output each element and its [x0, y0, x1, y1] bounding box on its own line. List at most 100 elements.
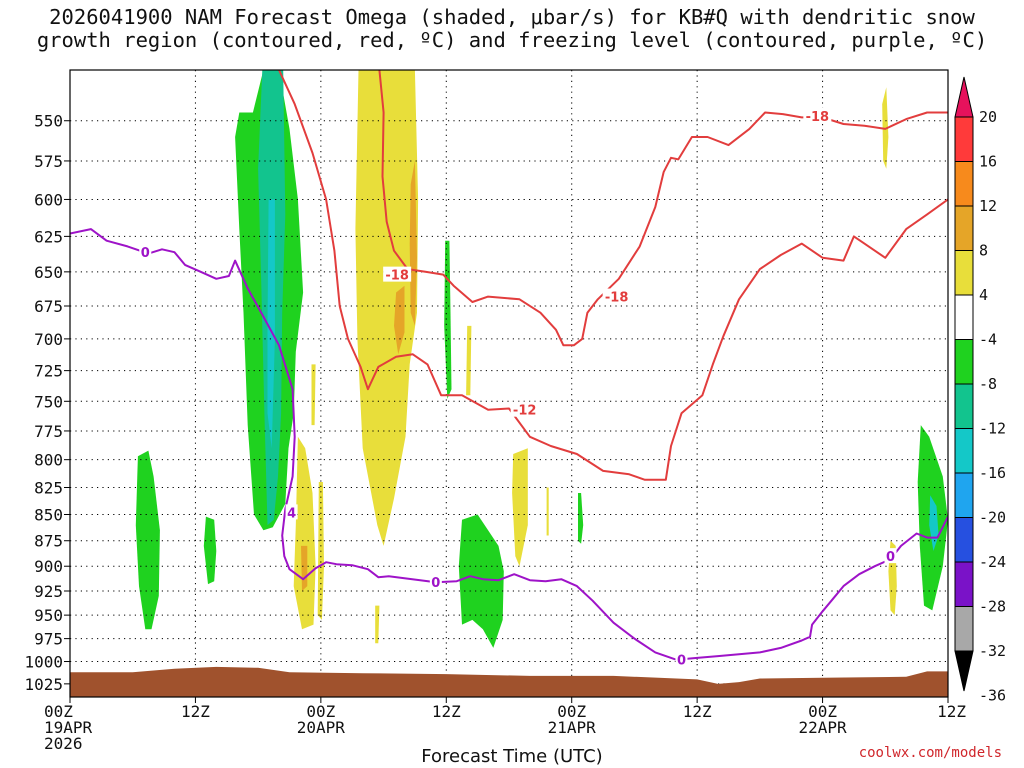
contour-label-bg-4: [383, 266, 412, 282]
y-tick-label-600: 600: [34, 190, 63, 209]
contour-line--18-0: [278, 70, 948, 481]
colorbar-segment-2: [954, 205, 974, 251]
colorbar-label-7: -12: [979, 420, 1006, 438]
colorbar-segment-3: [954, 250, 974, 296]
omega-region-6: [458, 514, 504, 648]
x-tick-label-12-0: 12Z: [181, 702, 210, 721]
contour-label-bg-8: [285, 504, 298, 520]
y-tick-label-625: 625: [34, 227, 63, 246]
colorbar-label-9: -20: [979, 509, 1006, 527]
x-tick-label-48-1: 21APR: [548, 718, 597, 737]
contour-label-5: -18: [605, 291, 629, 306]
x-tick-label-84-0: 12Z: [937, 702, 966, 721]
omega-region-7: [578, 493, 584, 544]
y-tick-label-725: 725: [34, 362, 63, 381]
y-tick-label-675: 675: [34, 297, 63, 316]
x-tick-label-0-0: 00Z: [44, 702, 73, 721]
contour-label-bg-7: [510, 401, 539, 417]
contour-label-bg-6: [803, 107, 832, 123]
y-tick-label-775: 775: [34, 422, 63, 441]
contour-label-1: 0: [431, 576, 440, 591]
title-line-1: 2026041900 NAM Forecast Omega (shaded, μ…: [49, 5, 975, 29]
grid-lines: [70, 70, 948, 697]
y-tick-label-650: 650: [34, 263, 63, 282]
omega-region-1: [203, 516, 217, 585]
y-tick-label-700: 700: [34, 330, 63, 349]
y-tick-label-550: 550: [34, 112, 63, 131]
x-tick-label-24-0: 00Z: [306, 702, 335, 721]
colorbar-segment-1: [954, 161, 974, 207]
credit-link[interactable]: coolwx.com/models: [858, 745, 1002, 761]
colorbar-label-4: 4: [979, 286, 988, 304]
colorbar-label-2: 12: [979, 197, 997, 215]
colorbar-segment-5: [954, 339, 974, 385]
chart-title: 2026041900 NAM Forecast Omega (shaded, μ…: [0, 6, 1024, 52]
contour-label-8: 4: [287, 506, 296, 521]
contour-label-7: -12: [513, 404, 537, 419]
x-tick-label-0-2: 2026: [44, 734, 83, 753]
terrain-fill: [70, 666, 948, 697]
x-tick-label-72-1: 22APR: [798, 718, 847, 737]
colorbar-label-12: -32: [979, 642, 1006, 660]
y-axis: 550 575 600 625 650 675 700 725 750 775 800 825 850 8…: [24, 112, 70, 694]
colorbar-label-13: -36: [979, 687, 1006, 705]
omega-region-12: [409, 160, 417, 326]
omega-region-10: [355, 70, 419, 546]
y-tick-label-925: 925: [34, 582, 63, 601]
contour-label-4: -18: [385, 269, 409, 284]
colorbar-segment-9: [954, 517, 974, 563]
colorbar-label-1: 16: [979, 153, 997, 171]
colorbar-segment-6: [954, 383, 974, 429]
x-tick-label-0-1: 19APR: [44, 718, 93, 737]
y-tick-label-1025: 1025: [24, 675, 63, 694]
plot-area: 0 0 0 0 -18 -18 -18 -12 4: [69, 69, 949, 698]
colorbar-segment-7: [954, 428, 974, 474]
colorbar-segment-8: [954, 472, 974, 518]
x-tick-label-72-0: 00Z: [808, 702, 837, 721]
omega-region-0: [135, 450, 160, 630]
omega-region-11: [394, 285, 405, 355]
contour-label-bg-0: [139, 244, 152, 260]
colorbar-label-11: -28: [979, 598, 1006, 616]
colorbar-top-arrow: [954, 76, 974, 118]
colorbar-label-5: -4: [979, 331, 997, 349]
contour-line-0-2: [70, 228, 948, 661]
y-tick-label-850: 850: [34, 506, 63, 525]
contour-label-bg-1: [429, 574, 442, 590]
colorbar-segment-11: [954, 606, 974, 652]
colorbar-bottom-arrow: [954, 650, 974, 692]
omega-region-20: [546, 487, 549, 536]
contour-label-0: 0: [141, 246, 150, 261]
omega-region-18: [466, 325, 472, 396]
colorbar-label-0: 20: [979, 108, 997, 126]
y-tick-label-975: 975: [34, 630, 63, 649]
y-tick-label-900: 900: [34, 557, 63, 576]
colorbar-segment-4: [954, 294, 974, 340]
colorbar-label-6: -8: [979, 375, 997, 393]
terrain: [70, 666, 948, 697]
omega-region-13: [293, 436, 316, 630]
y-tick-label-800: 800: [34, 451, 63, 470]
y-tick-label-750: 750: [34, 392, 63, 411]
y-tick-label-1000: 1000: [24, 653, 63, 672]
omega-shading: [135, 70, 948, 648]
omega-region-19: [512, 448, 528, 567]
omega-region-14: [301, 545, 308, 591]
y-tick-label-950: 950: [34, 606, 63, 625]
contour-label-bg-5: [602, 288, 631, 304]
contour-label-6: -18: [806, 110, 830, 125]
colorbar: 20 16 12 8 4 -4 -8 -12 -16 -20 -24 -28 -32 -36: [954, 76, 1006, 705]
contour-label-bg-3: [884, 548, 897, 564]
x-tick-label-36-0: 12Z: [432, 702, 461, 721]
plot-frame: [69, 69, 949, 698]
colorbar-label-3: 8: [979, 242, 988, 260]
contour-label-2: 0: [677, 654, 686, 669]
x-tick-label-60-0: 12Z: [683, 702, 712, 721]
y-tick-label-875: 875: [34, 532, 63, 551]
omega-region-16: [311, 364, 316, 426]
y-tick-label-575: 575: [34, 152, 63, 171]
x-tick-label-48-0: 00Z: [557, 702, 586, 721]
contour-labels: 0 0 0 0 -18 -18 -18 -12 4: [139, 107, 897, 669]
x-axis-label: Forecast Time (UTC): [421, 746, 603, 767]
